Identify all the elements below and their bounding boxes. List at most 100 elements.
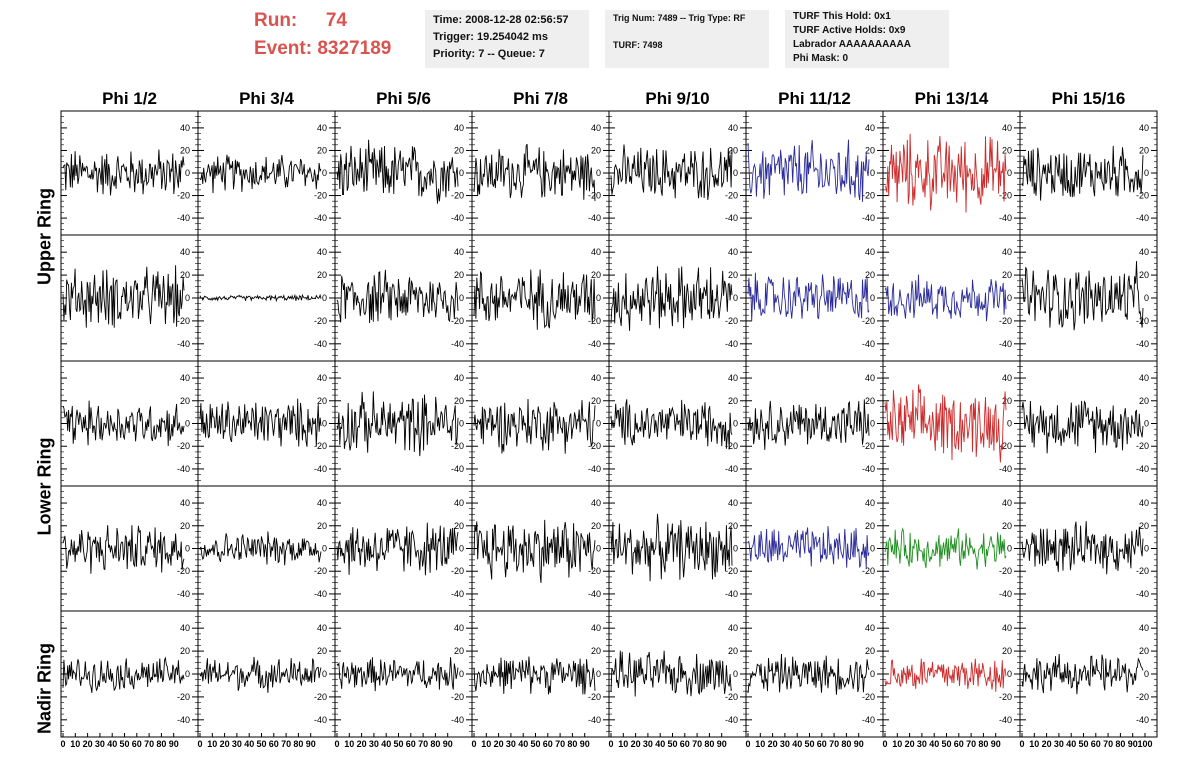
y-tick-label: 0 [185, 168, 190, 178]
y-tick-label: -40 [451, 339, 464, 349]
y-tick-label: -20 [588, 316, 601, 326]
y-tick-label: 20 [865, 145, 875, 155]
y-tick-label: 40 [591, 498, 601, 508]
time-info-box: Time: 2008-12-28 02:56:57 Trigger: 19.25… [425, 10, 589, 68]
y-tick-label: -40 [725, 715, 738, 725]
y-tick-label: -20 [1136, 566, 1149, 576]
x-tick-label: 40 [655, 739, 665, 749]
y-tick-label: -20 [588, 566, 601, 576]
x-tick-label: 10 [1029, 739, 1039, 749]
y-tick-label: 0 [596, 544, 601, 554]
y-tick-label: 20 [454, 145, 464, 155]
labrador-text: Labrador AAAAAAAAAA [793, 39, 911, 50]
y-tick-label: 40 [865, 498, 875, 508]
y-tick-label: -40 [177, 213, 190, 223]
waveform-trace [336, 139, 459, 204]
y-tick-label: -40 [862, 213, 875, 223]
y-tick-label: 0 [870, 419, 875, 429]
y-tick-label: -20 [314, 566, 327, 576]
x-tick-label: 30 [780, 739, 790, 749]
x-tick-label: 80 [293, 739, 303, 749]
x-tick-label: 90 [717, 739, 727, 749]
y-tick-label: -20 [725, 566, 738, 576]
y-tick-label: -20 [999, 191, 1012, 201]
y-tick-label: -20 [862, 441, 875, 451]
y-tick-label: -20 [725, 441, 738, 451]
y-tick-label: 40 [728, 247, 738, 257]
y-tick-label: 20 [317, 270, 327, 280]
y-tick-label: -40 [314, 464, 327, 474]
x-tick-label: 90 [306, 739, 316, 749]
x-tick-label: 50 [804, 739, 814, 749]
y-tick-label: 0 [1144, 293, 1149, 303]
y-tick-label: 20 [180, 270, 190, 280]
x-tick-label: 0 [745, 739, 750, 749]
y-tick-label: 0 [1144, 544, 1149, 554]
x-tick-label: 80 [156, 739, 166, 749]
y-tick-label: 0 [185, 419, 190, 429]
x-tick-label: 20 [1042, 739, 1052, 749]
y-tick-label: -20 [177, 316, 190, 326]
y-tick-label: -20 [862, 692, 875, 702]
x-tick-label: 70 [555, 739, 565, 749]
x-tick-label: 50 [393, 739, 403, 749]
waveform-trace [610, 513, 733, 582]
turf-info-box: TURF This Hold: 0x1 TURF Active Holds: 0… [785, 10, 949, 68]
x-tick-label: 80 [841, 739, 851, 749]
y-tick-label: -40 [999, 213, 1012, 223]
y-tick-label: -40 [588, 464, 601, 474]
y-tick-label: 0 [1007, 544, 1012, 554]
y-tick-label: -20 [999, 316, 1012, 326]
waveform-trace [610, 266, 733, 331]
waveform-trace [1021, 521, 1144, 575]
y-tick-label: 40 [317, 498, 327, 508]
y-tick-label: 0 [459, 168, 464, 178]
waveform-trace [473, 143, 596, 202]
run-label-line: Run: 74 [254, 10, 347, 32]
y-tick-label: 20 [1002, 396, 1012, 406]
column-header-3: Phi 5/6 [376, 89, 431, 108]
y-tick-label: 0 [322, 669, 327, 679]
y-tick-label: 40 [317, 247, 327, 257]
x-tick-label: 20 [768, 739, 778, 749]
y-tick-label: -40 [862, 339, 875, 349]
y-tick-label: -40 [1136, 589, 1149, 599]
column-header-7: Phi 13/14 [915, 89, 989, 108]
y-tick-label: -20 [177, 191, 190, 201]
y-tick-label: 0 [733, 293, 738, 303]
y-tick-label: -20 [862, 316, 875, 326]
y-tick-label: 40 [1002, 373, 1012, 383]
y-tick-label: 20 [1139, 396, 1149, 406]
y-tick-label: 20 [728, 521, 738, 531]
y-tick-label: 40 [728, 123, 738, 133]
waveform-trace [62, 400, 185, 447]
y-tick-label: -40 [588, 339, 601, 349]
y-tick-label: 0 [1144, 669, 1149, 679]
waveform-trace [199, 293, 322, 303]
x-tick-label: 0 [197, 739, 202, 749]
y-tick-label: 0 [1007, 168, 1012, 178]
x-tick-label: 80 [978, 739, 988, 749]
y-tick-label: -40 [862, 464, 875, 474]
x-tick-label: 60 [269, 739, 279, 749]
y-tick-label: 40 [865, 247, 875, 257]
y-tick-label: 40 [865, 623, 875, 633]
x-tick-label: 0 [471, 739, 476, 749]
y-tick-label: 20 [865, 396, 875, 406]
x-tick-label: 0 [60, 739, 65, 749]
y-tick-label: -40 [314, 715, 327, 725]
y-tick-label: -40 [725, 589, 738, 599]
x-tick-label: 0 [608, 739, 613, 749]
y-tick-label: 0 [1144, 419, 1149, 429]
event-label-line: Event: 8327189 [254, 38, 391, 60]
x-tick-label: 90 [443, 739, 453, 749]
event-label: Event: [254, 38, 313, 59]
column-header-2: Phi 3/4 [239, 89, 294, 108]
x-tick-label: 70 [281, 739, 291, 749]
waveform-trace [336, 391, 459, 457]
y-tick-label: -40 [588, 715, 601, 725]
y-tick-label: -20 [725, 316, 738, 326]
y-tick-label: -20 [314, 191, 327, 201]
waveform-trace [199, 656, 322, 693]
y-tick-label: 40 [180, 498, 190, 508]
